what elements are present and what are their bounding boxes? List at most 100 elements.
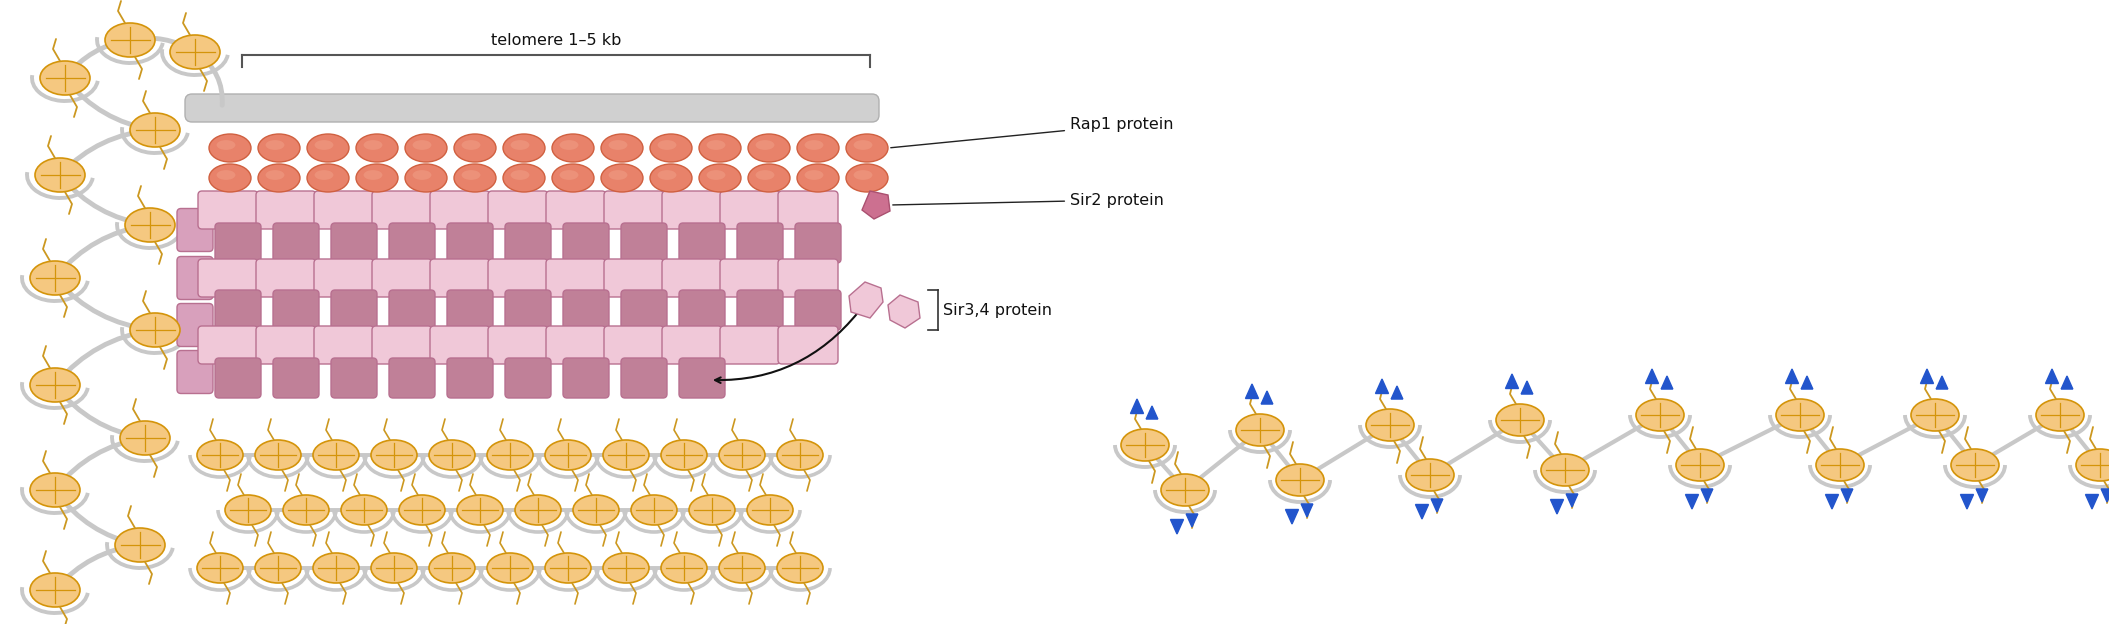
Ellipse shape bbox=[266, 170, 285, 180]
FancyBboxPatch shape bbox=[487, 259, 548, 297]
Polygon shape bbox=[1432, 499, 1443, 512]
Ellipse shape bbox=[413, 170, 432, 180]
Ellipse shape bbox=[314, 170, 333, 180]
Polygon shape bbox=[1961, 494, 1974, 509]
FancyBboxPatch shape bbox=[177, 208, 213, 251]
FancyBboxPatch shape bbox=[719, 191, 780, 229]
Ellipse shape bbox=[342, 495, 386, 525]
Ellipse shape bbox=[631, 495, 677, 525]
FancyBboxPatch shape bbox=[546, 191, 605, 229]
Ellipse shape bbox=[698, 134, 740, 162]
FancyBboxPatch shape bbox=[186, 94, 879, 122]
Ellipse shape bbox=[356, 134, 399, 162]
FancyBboxPatch shape bbox=[563, 290, 610, 330]
Ellipse shape bbox=[308, 134, 348, 162]
FancyBboxPatch shape bbox=[778, 259, 837, 297]
FancyBboxPatch shape bbox=[272, 223, 318, 263]
Ellipse shape bbox=[698, 164, 740, 192]
FancyBboxPatch shape bbox=[447, 358, 494, 398]
Polygon shape bbox=[1645, 369, 1658, 384]
Polygon shape bbox=[1567, 494, 1578, 507]
FancyBboxPatch shape bbox=[546, 259, 605, 297]
FancyBboxPatch shape bbox=[177, 256, 213, 300]
Ellipse shape bbox=[515, 495, 561, 525]
Polygon shape bbox=[2086, 494, 2098, 509]
FancyBboxPatch shape bbox=[719, 259, 780, 297]
FancyBboxPatch shape bbox=[719, 326, 780, 364]
Ellipse shape bbox=[510, 170, 529, 180]
Ellipse shape bbox=[105, 23, 154, 57]
Polygon shape bbox=[1392, 386, 1402, 399]
FancyBboxPatch shape bbox=[795, 290, 841, 330]
Polygon shape bbox=[1921, 369, 1934, 384]
Ellipse shape bbox=[116, 528, 165, 562]
FancyBboxPatch shape bbox=[215, 223, 262, 263]
Ellipse shape bbox=[610, 170, 628, 180]
Ellipse shape bbox=[462, 170, 481, 180]
FancyBboxPatch shape bbox=[430, 191, 489, 229]
Ellipse shape bbox=[660, 553, 707, 583]
Ellipse shape bbox=[308, 164, 348, 192]
Text: Rap1 protein: Rap1 protein bbox=[890, 117, 1173, 148]
Ellipse shape bbox=[504, 164, 544, 192]
Ellipse shape bbox=[196, 553, 243, 583]
FancyBboxPatch shape bbox=[795, 223, 841, 263]
FancyBboxPatch shape bbox=[603, 259, 664, 297]
FancyBboxPatch shape bbox=[679, 290, 725, 330]
Ellipse shape bbox=[1677, 449, 1723, 481]
Polygon shape bbox=[863, 191, 890, 219]
Ellipse shape bbox=[1236, 414, 1284, 446]
Ellipse shape bbox=[553, 134, 595, 162]
Ellipse shape bbox=[30, 573, 80, 607]
Ellipse shape bbox=[40, 61, 91, 95]
Ellipse shape bbox=[544, 440, 591, 470]
FancyBboxPatch shape bbox=[177, 303, 213, 346]
FancyBboxPatch shape bbox=[487, 191, 548, 229]
Ellipse shape bbox=[544, 553, 591, 583]
Polygon shape bbox=[1786, 369, 1799, 384]
Ellipse shape bbox=[283, 495, 329, 525]
Polygon shape bbox=[1301, 504, 1312, 517]
Ellipse shape bbox=[30, 473, 80, 507]
Ellipse shape bbox=[209, 134, 251, 162]
Ellipse shape bbox=[603, 553, 650, 583]
FancyBboxPatch shape bbox=[563, 358, 610, 398]
Ellipse shape bbox=[797, 134, 839, 162]
FancyBboxPatch shape bbox=[198, 259, 257, 297]
Polygon shape bbox=[1550, 499, 1563, 514]
FancyBboxPatch shape bbox=[662, 259, 721, 297]
Ellipse shape bbox=[755, 170, 774, 180]
Ellipse shape bbox=[660, 440, 707, 470]
Ellipse shape bbox=[458, 495, 504, 525]
Ellipse shape bbox=[30, 261, 80, 295]
Ellipse shape bbox=[749, 134, 791, 162]
FancyBboxPatch shape bbox=[371, 326, 432, 364]
FancyBboxPatch shape bbox=[215, 290, 262, 330]
Ellipse shape bbox=[36, 158, 84, 192]
Ellipse shape bbox=[574, 495, 620, 525]
Ellipse shape bbox=[1776, 399, 1824, 431]
FancyBboxPatch shape bbox=[603, 326, 664, 364]
Ellipse shape bbox=[413, 140, 432, 150]
FancyBboxPatch shape bbox=[662, 191, 721, 229]
FancyBboxPatch shape bbox=[430, 259, 489, 297]
Ellipse shape bbox=[428, 553, 475, 583]
FancyBboxPatch shape bbox=[447, 223, 494, 263]
Polygon shape bbox=[1801, 376, 1814, 389]
Polygon shape bbox=[1246, 384, 1259, 399]
FancyBboxPatch shape bbox=[198, 326, 257, 364]
FancyBboxPatch shape bbox=[430, 326, 489, 364]
Ellipse shape bbox=[658, 170, 677, 180]
FancyBboxPatch shape bbox=[255, 259, 316, 297]
Ellipse shape bbox=[1276, 464, 1324, 496]
Ellipse shape bbox=[658, 140, 677, 150]
Ellipse shape bbox=[255, 440, 302, 470]
FancyBboxPatch shape bbox=[778, 326, 837, 364]
FancyBboxPatch shape bbox=[603, 191, 664, 229]
FancyBboxPatch shape bbox=[620, 290, 666, 330]
Polygon shape bbox=[1506, 374, 1518, 389]
Polygon shape bbox=[1976, 489, 1989, 502]
Ellipse shape bbox=[846, 134, 888, 162]
Ellipse shape bbox=[226, 495, 270, 525]
FancyBboxPatch shape bbox=[215, 358, 262, 398]
